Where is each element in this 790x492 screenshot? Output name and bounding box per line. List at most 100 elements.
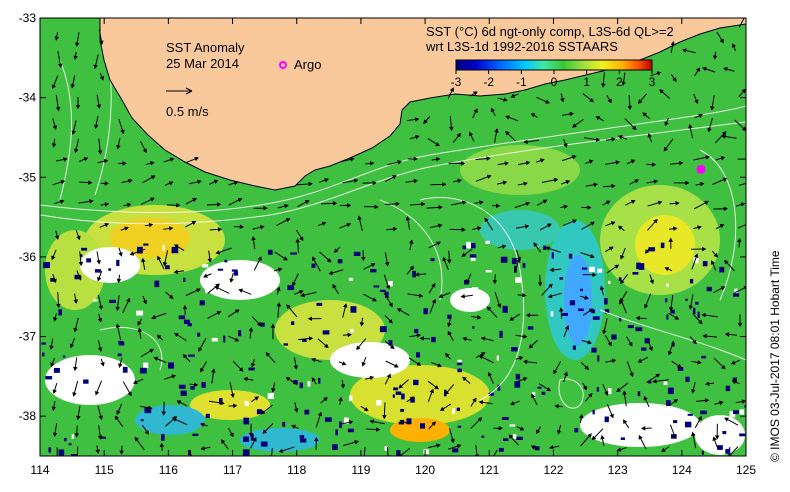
velocity-arrowhead: [593, 182, 599, 188]
sst-speck: [48, 447, 52, 453]
velocity-arrowhead: [118, 363, 123, 368]
velocity-arrowhead: [508, 434, 514, 440]
velocity-arrowhead: [530, 113, 536, 118]
sst-speck: [700, 410, 707, 415]
velocity-arrowhead: [220, 400, 225, 406]
sst-speck: [667, 387, 674, 395]
velocity-arrowhead: [460, 294, 466, 299]
velocity-arrowhead: [697, 225, 702, 230]
velocity-arrowhead: [560, 97, 565, 103]
velocity-arrowhead: [216, 311, 222, 316]
velocity-arrowhead: [705, 155, 710, 160]
velocity-arrowhead: [409, 265, 414, 271]
velocity-arrowhead: [545, 246, 551, 251]
sst-speck: [500, 256, 508, 263]
sst-speck: [550, 311, 554, 317]
sst-speck: [244, 400, 249, 406]
sst-speck: [86, 258, 92, 263]
sst-speck: [701, 450, 704, 455]
velocity-arrowhead: [501, 244, 507, 249]
sst-speck: [299, 382, 303, 389]
velocity-arrowhead: [342, 303, 348, 308]
sst-speck: [604, 309, 610, 314]
velocity-arrowhead: [456, 132, 461, 138]
velocity-arrowhead: [141, 257, 146, 263]
colorbar-tick-label: 2: [616, 75, 623, 89]
velocity-arrowhead: [357, 215, 362, 220]
velocity-arrowhead: [116, 410, 121, 415]
velocity-arrowhead: [740, 202, 746, 207]
velocity-arrow: [271, 447, 273, 456]
velocity-arrowhead: [644, 249, 650, 254]
sst-speck: [190, 386, 195, 390]
velocity-arrowhead: [611, 183, 616, 189]
sst-speck: [648, 380, 652, 384]
velocity-arrowhead: [486, 174, 492, 180]
sst-speck: [211, 337, 218, 342]
velocity-arrowhead: [193, 382, 199, 387]
velocity-arrowhead: [584, 365, 590, 371]
velocity-arrowhead: [677, 363, 682, 368]
velocity-arrowhead: [522, 292, 527, 298]
sst-speck: [350, 329, 354, 333]
velocity-arrowhead: [63, 157, 68, 162]
velocity-arrowhead: [104, 222, 110, 228]
velocity-arrowhead: [702, 246, 707, 252]
sst-speck: [139, 367, 147, 374]
velocity-arrowhead: [74, 148, 79, 154]
velocity-arrowhead: [215, 250, 221, 255]
sst-speck: [729, 411, 736, 418]
sst-speck: [373, 285, 380, 288]
velocity-arrowhead: [673, 398, 679, 404]
sst-speck: [685, 298, 688, 301]
sst-speck: [733, 293, 740, 297]
velocity-arrowhead: [182, 304, 188, 310]
velocity-arrow: [493, 449, 498, 456]
sst-speck: [109, 299, 116, 303]
sst-speck: [302, 339, 307, 342]
velocity-arrowhead: [653, 179, 659, 184]
product-description-2: wrt L3S-1d 1992-2016 SSTAARS: [425, 39, 618, 54]
y-tick-label: -36: [19, 250, 37, 264]
sst-speck: [53, 367, 60, 373]
velocity-arrowhead: [74, 433, 80, 438]
velocity-arrowhead: [182, 353, 188, 359]
velocity-arrowhead: [691, 431, 696, 437]
velocity-arrowhead: [473, 108, 478, 114]
velocity-arrowhead: [630, 159, 636, 164]
map-date: 25 Mar 2014: [166, 56, 239, 71]
velocity-arrowhead: [252, 436, 257, 442]
velocity-arrowhead: [649, 279, 654, 285]
velocity-arrowhead: [465, 279, 471, 284]
velocity-arrowhead: [317, 411, 323, 417]
velocity-arrowhead: [741, 126, 746, 131]
velocity-arrowhead: [713, 252, 719, 258]
velocity-arrowhead: [730, 360, 736, 365]
velocity-arrowhead: [540, 158, 545, 163]
velocity-arrowhead: [525, 160, 531, 166]
velocity-arrowhead: [590, 221, 595, 226]
velocity-arrowhead: [692, 339, 697, 345]
cloud-gap: [200, 260, 280, 300]
sst-speck: [581, 267, 588, 270]
sst-speck: [666, 314, 669, 320]
velocity-arrowhead: [627, 105, 633, 111]
velocity-arrowhead: [533, 242, 538, 248]
sst-speck: [513, 433, 517, 439]
sst-speck: [322, 330, 330, 335]
velocity-arrowhead: [724, 259, 729, 265]
velocity-arrowhead: [495, 203, 501, 209]
sst-speck: [423, 449, 429, 455]
velocity-arrowhead: [442, 256, 447, 262]
velocity-arrowhead: [751, 158, 754, 161]
velocity-arrowhead: [442, 182, 447, 187]
velocity-arrowhead: [385, 284, 391, 290]
velocity-arrowhead: [587, 433, 592, 438]
product-description-1: SST (°C) 6d ngt-only comp, L3S-6d QL>=2: [426, 24, 674, 39]
cloud-gap: [45, 355, 135, 405]
velocity-arrowhead: [93, 64, 98, 70]
velocity-arrowhead: [413, 156, 418, 162]
velocity-arrowhead: [664, 267, 670, 272]
sst-speck: [290, 252, 297, 255]
velocity-arrowhead: [76, 415, 81, 421]
